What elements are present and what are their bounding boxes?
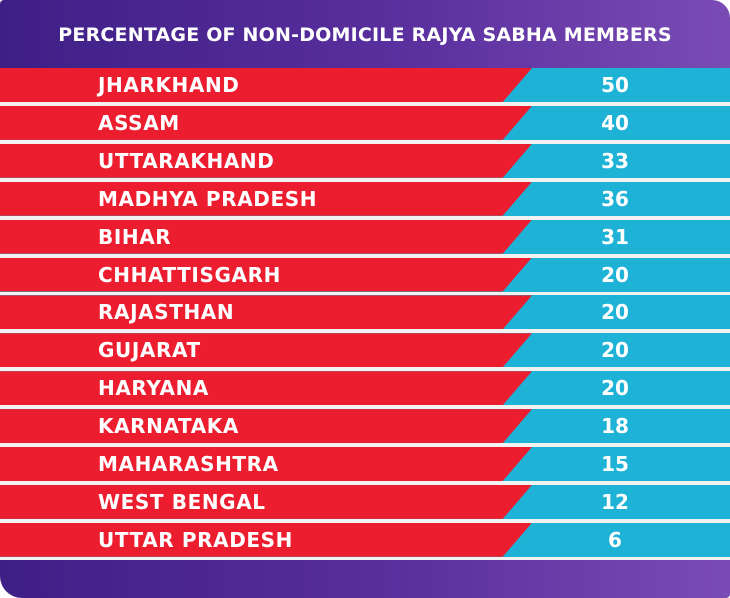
- table-row: KARNATAKA 18: [0, 409, 730, 444]
- table-row: ASSAM 40: [0, 105, 730, 140]
- label-band: [0, 295, 532, 330]
- table-row: WEST BENGAL 12: [0, 484, 730, 519]
- percentage-value: 12: [601, 489, 629, 514]
- table-row: MAHARASHTRA 15: [0, 447, 730, 481]
- percentage-value: 20: [601, 338, 629, 363]
- label-band: [0, 219, 532, 254]
- state-label: WEST BENGAL: [98, 489, 266, 514]
- state-label: UTTARAKHAND: [98, 148, 275, 173]
- table-row: CHHATTISGARH 20: [0, 257, 730, 292]
- state-label: GUJARAT: [98, 338, 201, 363]
- state-label: MADHYA PRADESH: [98, 186, 318, 211]
- label-band: [0, 409, 532, 444]
- label-band: [0, 333, 532, 368]
- bottom-strip: [0, 560, 730, 598]
- percentage-value: 40: [601, 110, 629, 135]
- chart-title: PERCENTAGE OF NON-DOMICILE RAJYA SABHA M…: [58, 24, 672, 46]
- table-row: GUJARAT 20: [0, 333, 730, 368]
- table-row: MADHYA PRADESH 36: [0, 181, 730, 216]
- percentage-value: 33: [601, 148, 629, 173]
- percentage-value: 20: [601, 300, 629, 325]
- label-band: [0, 143, 532, 178]
- state-label: MAHARASHTRA: [98, 452, 279, 476]
- label-band: [0, 371, 532, 406]
- label-band: [0, 447, 532, 481]
- state-label: BIHAR: [98, 224, 172, 249]
- percentage-value: 20: [601, 262, 629, 287]
- state-label: ASSAM: [98, 110, 180, 135]
- table-row: UTTARAKHAND 33: [0, 143, 730, 178]
- percentage-value: 36: [601, 186, 629, 211]
- table-rows: JHARKHAND 50 ASSAM 40 UTTARAKHAND 33 MADHYA PR…: [0, 68, 730, 560]
- label-band: [0, 181, 532, 216]
- table-row: BIHAR 31: [0, 219, 730, 254]
- percentage-value: 20: [601, 376, 629, 401]
- state-label: KARNATAKA: [98, 414, 239, 439]
- state-label: UTTAR PRADESH: [98, 527, 294, 552]
- percentage-value: 50: [601, 73, 629, 97]
- label-band: [0, 484, 532, 519]
- label-band: [0, 522, 532, 557]
- table-row: JHARKHAND 50: [0, 68, 730, 102]
- state-label: JHARKHAND: [98, 73, 240, 97]
- percentage-value: 15: [601, 452, 629, 476]
- table-row: UTTAR PRADESH 6: [0, 522, 730, 557]
- state-label: CHHATTISGARH: [98, 262, 281, 287]
- table-row: RAJASTHAN 20: [0, 295, 730, 330]
- percentage-value: 31: [601, 224, 629, 249]
- label-band: [0, 105, 532, 140]
- percentage-value: 18: [601, 414, 629, 439]
- label-band: [0, 68, 532, 102]
- table-row: HARYANA 20: [0, 371, 730, 406]
- state-label: HARYANA: [98, 376, 209, 401]
- state-label: RAJASTHAN: [98, 300, 235, 325]
- label-band: [0, 257, 532, 292]
- percentage-value: 6: [608, 527, 622, 552]
